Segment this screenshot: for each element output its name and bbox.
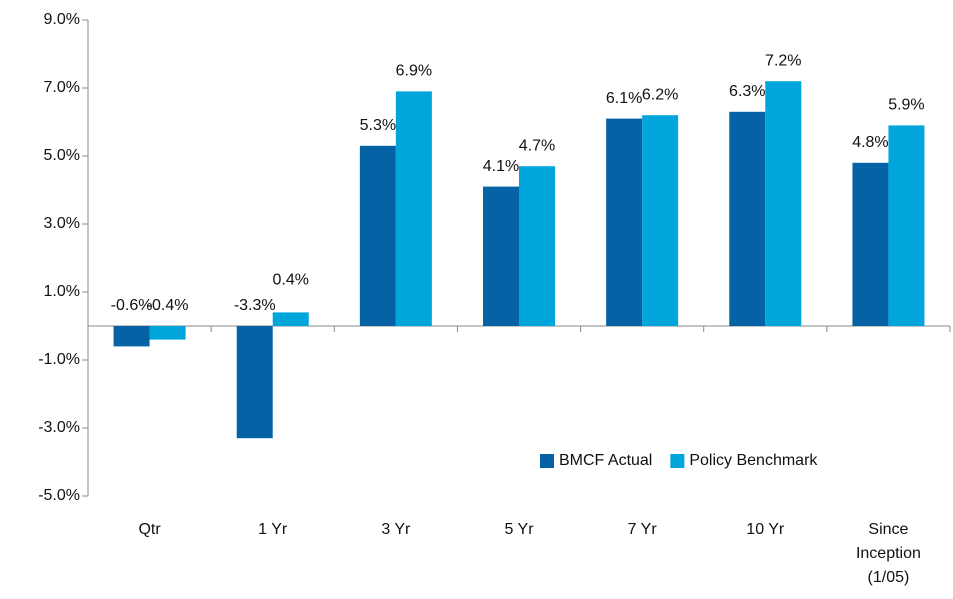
data-label: -0.6%	[111, 297, 153, 314]
x-tick-label: 1 Yr	[258, 521, 288, 538]
data-label: -0.4%	[147, 297, 189, 314]
data-label: -3.3%	[234, 297, 276, 314]
bar	[729, 111, 766, 326]
data-label: 4.7%	[519, 137, 555, 154]
y-tick-label: -3.0%	[38, 419, 80, 436]
data-label: 6.2%	[642, 86, 678, 103]
bar	[519, 166, 555, 326]
data-label: 6.1%	[606, 90, 642, 107]
bar	[395, 91, 432, 327]
y-tick-label: 9.0%	[44, 11, 80, 28]
bar	[606, 118, 643, 326]
x-tick-label: 3 Yr	[381, 521, 411, 538]
x-tick-label: Since Inception (1/05)	[856, 521, 921, 586]
x-tick-label: 5 Yr	[504, 521, 534, 538]
bar	[272, 312, 309, 326]
y-tick-label: 7.0%	[44, 79, 80, 96]
y-tick-label: -5.0%	[38, 487, 80, 504]
data-label: 4.1%	[483, 158, 519, 175]
data-label: 6.9%	[396, 63, 432, 80]
bar	[149, 326, 186, 340]
bar	[642, 115, 679, 326]
y-tick-label: 1.0%	[44, 283, 80, 300]
legend-label: Policy Benchmark	[689, 452, 818, 469]
data-label: 7.2%	[765, 52, 801, 69]
data-label: 5.9%	[888, 97, 924, 114]
data-label: 0.4%	[272, 272, 308, 289]
x-tick-label: 7 Yr	[628, 521, 658, 538]
legend-swatch	[540, 454, 554, 468]
x-tick-label: Qtr	[138, 521, 161, 538]
y-tick-label: -1.0%	[38, 351, 80, 368]
data-label: 5.3%	[360, 117, 396, 134]
x-tick-label: 10 Yr	[746, 521, 785, 538]
legend-swatch	[670, 454, 685, 468]
y-tick-label: 5.0%	[44, 147, 80, 164]
y-tick-label: 3.0%	[44, 215, 80, 232]
legend-label: BMCF Actual	[559, 452, 652, 469]
bar	[236, 326, 273, 439]
data-label: 4.8%	[852, 134, 888, 151]
bar	[765, 81, 802, 326]
data-label: 6.3%	[729, 83, 765, 100]
bar	[852, 162, 889, 326]
bar	[888, 125, 925, 327]
bar	[359, 145, 396, 326]
bar	[483, 186, 519, 326]
bar	[113, 326, 150, 347]
